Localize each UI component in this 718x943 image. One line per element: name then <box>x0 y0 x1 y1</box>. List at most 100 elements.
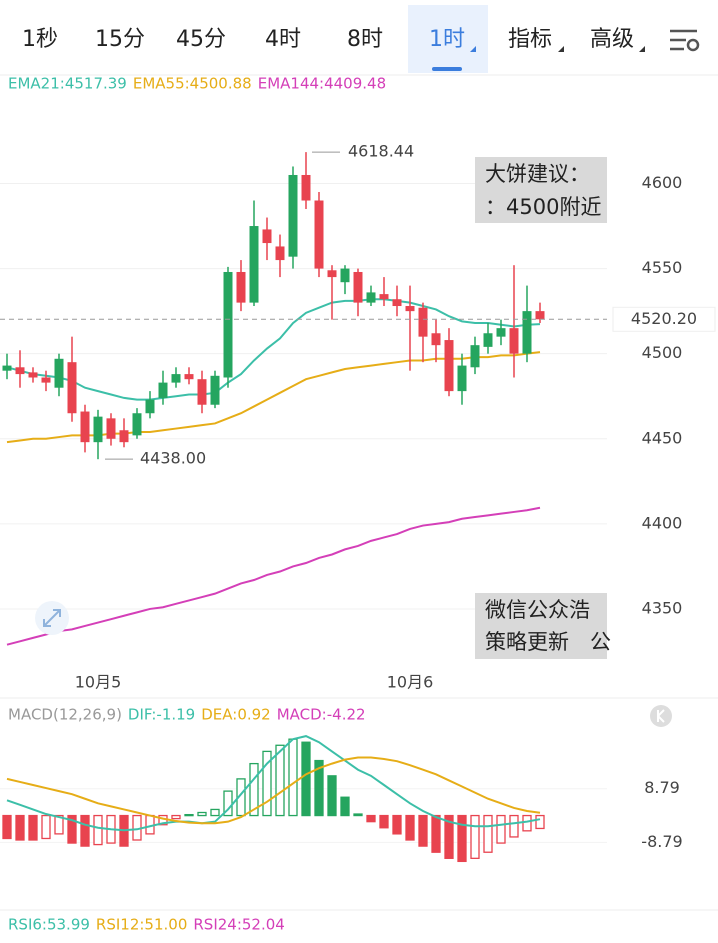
candle-body <box>288 174 298 257</box>
tab[interactable]: 1时 <box>429 27 465 52</box>
legend-entry: DIF:-1.19 <box>128 706 195 724</box>
note-box <box>475 593 607 659</box>
candle-body <box>158 382 168 398</box>
macd-bar <box>340 796 350 817</box>
macd-bar <box>301 741 311 817</box>
note-text: 策略更新 公 <box>485 630 611 654</box>
rsi-legend: RSI6:53.99 RSI12:51.00 RSI24:52.04 <box>8 916 285 934</box>
candle-body <box>54 358 64 388</box>
legend-entry: MACD:-4.22 <box>277 706 366 724</box>
candle-body <box>249 226 259 303</box>
active-tab-underline <box>432 67 462 71</box>
x-tick-label: 10月5 <box>75 673 122 692</box>
high-label: 4618.44 <box>348 142 414 161</box>
candle-body <box>275 246 285 261</box>
candle-body <box>210 375 220 405</box>
dropdown-arrow <box>639 46 645 52</box>
macd-bar <box>184 813 194 817</box>
macd-bar <box>457 814 467 863</box>
last-price-label: 4520.20 <box>631 309 697 328</box>
candle-body <box>132 413 142 436</box>
candle-body <box>119 430 129 443</box>
macd-bar <box>327 775 337 817</box>
expand-icon[interactable] <box>35 601 69 635</box>
candle-body <box>262 229 272 244</box>
y-tick-label: 4350 <box>642 598 683 617</box>
legend-entry: EMA55:4500.88 <box>133 75 252 93</box>
legend-entry: EMA144:4409.48 <box>258 75 386 93</box>
y-tick-label: 4600 <box>642 173 683 192</box>
candle-body <box>496 328 506 337</box>
note-text: 微信公众浩 <box>485 598 590 622</box>
candle-body <box>197 379 207 405</box>
macd-bar <box>288 738 298 817</box>
macd-bar <box>249 762 259 817</box>
dropdown-arrow <box>470 46 476 52</box>
macd-bar <box>444 814 454 859</box>
y-tick-label: 4550 <box>642 258 683 277</box>
settings-icon[interactable] <box>670 29 700 52</box>
candle-body <box>392 299 402 307</box>
candle-body <box>379 294 389 300</box>
low-label: 4438.00 <box>140 449 206 468</box>
note-text: 大饼建议： <box>485 162 590 186</box>
y-tick-label: 4500 <box>642 343 683 362</box>
macd-bar <box>483 814 493 853</box>
macd-bar <box>535 814 545 830</box>
macd-bar <box>405 814 415 841</box>
spacer <box>607 150 718 670</box>
candle-body <box>171 374 181 383</box>
macd-bar <box>496 814 506 844</box>
candle-body <box>67 362 77 414</box>
macd-bar <box>392 814 402 835</box>
macd-bar <box>275 744 285 817</box>
macd-bar <box>379 814 389 829</box>
macd-bar <box>418 814 428 847</box>
candle-body <box>93 416 103 443</box>
tab[interactable]: 45分 <box>176 27 226 52</box>
macd-bar <box>509 814 519 838</box>
macd-bar <box>80 814 90 847</box>
tab[interactable]: 1秒 <box>22 27 58 52</box>
line-series <box>6 506 541 646</box>
macd-bar <box>353 813 363 817</box>
last-price-box <box>612 306 716 332</box>
k-icon[interactable] <box>650 705 672 727</box>
macd-bar <box>366 814 376 823</box>
legend-entry: RSI24:52.04 <box>193 916 284 934</box>
candle-body <box>457 365 467 392</box>
tab[interactable]: 4时 <box>265 27 301 52</box>
candle-body <box>145 399 155 414</box>
tab[interactable]: 8时 <box>347 27 383 52</box>
candle-body <box>223 271 233 378</box>
candle-body <box>80 411 90 443</box>
candle-body <box>509 328 519 354</box>
y-tick-label: -8.79 <box>641 832 682 851</box>
y-tick-label: 8.79 <box>644 778 680 797</box>
candle-body <box>327 270 337 278</box>
line-series <box>6 735 541 832</box>
line-series <box>6 298 541 401</box>
macd-bar <box>314 759 324 817</box>
tab[interactable]: 指标 <box>508 27 552 52</box>
macd-bar <box>431 814 441 853</box>
legend-entry: RSI6:53.99 <box>8 916 90 934</box>
tab[interactable]: 高级 <box>590 27 634 52</box>
legend-entry: MACD(12,26,9) <box>8 706 122 724</box>
candle-body <box>405 306 415 312</box>
candle-body <box>106 418 116 439</box>
candle-body <box>184 374 194 380</box>
macd-bar <box>93 814 103 846</box>
macd-bar <box>522 814 532 832</box>
candle-body <box>444 340 454 392</box>
candle-body <box>535 311 545 320</box>
candle-body <box>418 307 428 337</box>
line-series <box>6 756 541 825</box>
candle-body <box>15 367 25 375</box>
macd-bar <box>210 808 220 817</box>
active-tab-bg <box>408 5 488 73</box>
candle-body <box>431 333 441 346</box>
tab[interactable]: 15分 <box>95 27 145 52</box>
macd-bar <box>470 814 480 859</box>
candle-body <box>470 345 480 368</box>
